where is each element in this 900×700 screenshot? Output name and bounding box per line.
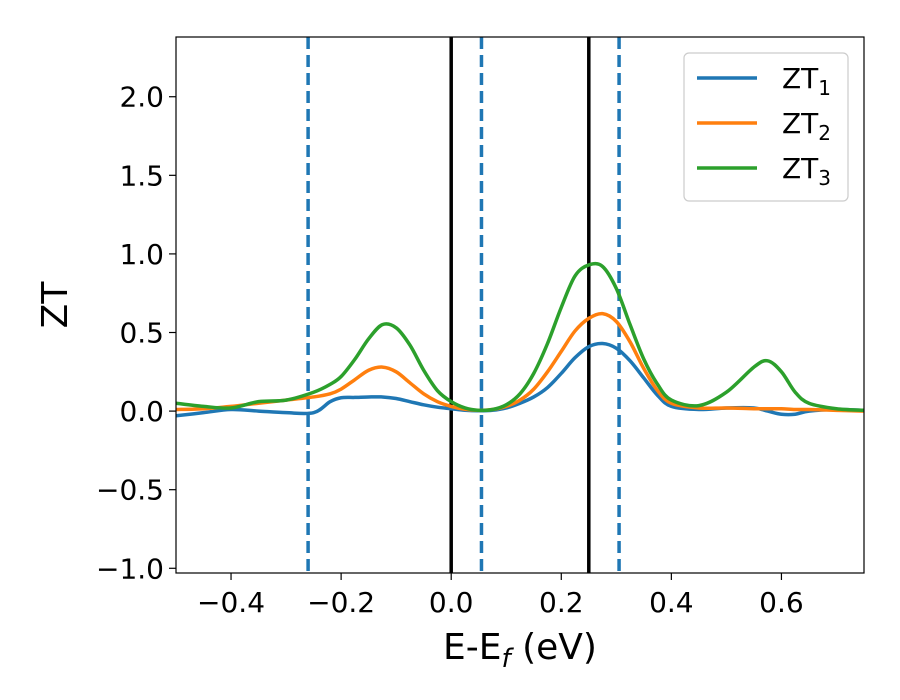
- x-tick-label: 0.6: [759, 586, 804, 619]
- y-tick-label: 2.0: [119, 81, 164, 114]
- y-axis: −1.0 −0.5 0.0 0.5 1.0 1.5 2.0: [96, 81, 176, 585]
- x-axis: −0.4 −0.2 0.0 0.2 0.4 0.6: [197, 573, 804, 619]
- y-axis-label: ZT: [35, 281, 76, 329]
- legend-label-3: ZT3: [782, 152, 831, 190]
- legend: ZT1 ZT2 ZT3: [683, 52, 849, 202]
- series-line-2: [176, 311, 864, 413]
- x-tick-label: −0.4: [197, 586, 265, 619]
- x-tick-label: 0.4: [649, 586, 694, 619]
- x-tick-label: 0.0: [429, 586, 474, 619]
- y-tick-label: −1.0: [96, 552, 164, 585]
- series-line-3: [176, 261, 864, 413]
- legend-label-1: ZT1: [782, 62, 831, 100]
- y-tick-label: 0.0: [119, 395, 164, 428]
- x-axis-label: E-Ef (eV): [443, 627, 597, 674]
- legend-box: [683, 52, 849, 202]
- y-tick-label: 1.0: [119, 238, 164, 271]
- y-tick-label: −0.5: [96, 474, 164, 507]
- series-line-1: [176, 341, 864, 418]
- x-axis-label-main: E-E: [443, 627, 501, 668]
- x-tick-label: −0.2: [307, 586, 375, 619]
- x-tick-label: 0.2: [539, 586, 584, 619]
- reference-lines: [306, 37, 621, 573]
- y-tick-label: 1.5: [119, 159, 164, 192]
- x-axis-label-unit: (eV): [511, 627, 597, 668]
- plot-frame: [175, 36, 865, 574]
- legend-label-2: ZT2: [782, 107, 831, 145]
- y-tick-label: 0.5: [119, 317, 164, 350]
- series-lines: [176, 261, 864, 418]
